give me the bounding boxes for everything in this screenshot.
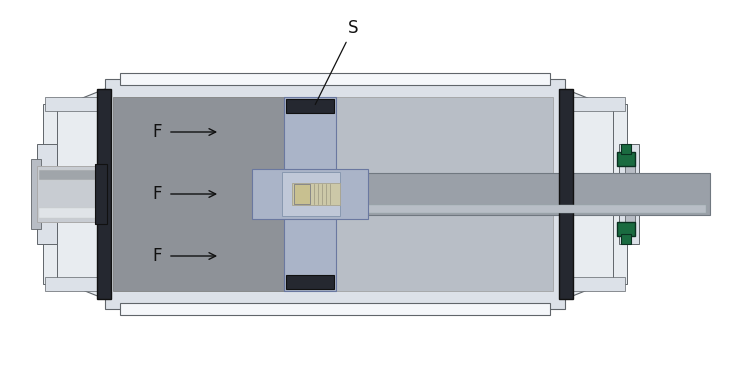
Text: S: S <box>315 19 358 104</box>
Bar <box>617 152 635 166</box>
Bar <box>625 159 635 229</box>
Bar <box>39 208 103 218</box>
Text: F: F <box>152 247 162 265</box>
Text: F: F <box>152 185 162 203</box>
Bar <box>120 73 550 85</box>
Bar <box>565 277 625 291</box>
Bar <box>31 159 41 229</box>
Bar <box>45 97 105 111</box>
Bar <box>559 89 573 299</box>
Bar <box>364 205 706 213</box>
Polygon shape <box>55 89 105 299</box>
Bar <box>37 144 57 244</box>
Bar <box>105 79 565 309</box>
Bar <box>364 173 710 215</box>
Bar <box>95 164 107 224</box>
Bar <box>120 303 550 315</box>
Bar <box>282 172 340 216</box>
Bar <box>37 166 105 222</box>
Bar <box>113 97 313 291</box>
Bar <box>565 97 625 111</box>
Bar <box>45 277 105 291</box>
Bar <box>39 170 103 180</box>
Polygon shape <box>284 97 336 291</box>
Bar <box>292 183 340 205</box>
Polygon shape <box>252 169 368 219</box>
Bar <box>101 101 109 287</box>
Bar <box>563 101 571 287</box>
Bar <box>617 222 635 236</box>
Polygon shape <box>565 89 615 299</box>
Bar <box>97 89 111 299</box>
Bar <box>619 144 639 244</box>
Bar <box>294 184 310 204</box>
Bar <box>613 104 627 284</box>
Text: F: F <box>152 123 162 141</box>
Bar <box>621 144 631 154</box>
Bar <box>286 99 334 113</box>
Bar <box>621 234 631 244</box>
Bar <box>43 104 57 284</box>
Bar <box>286 275 334 289</box>
Bar <box>313 97 553 291</box>
